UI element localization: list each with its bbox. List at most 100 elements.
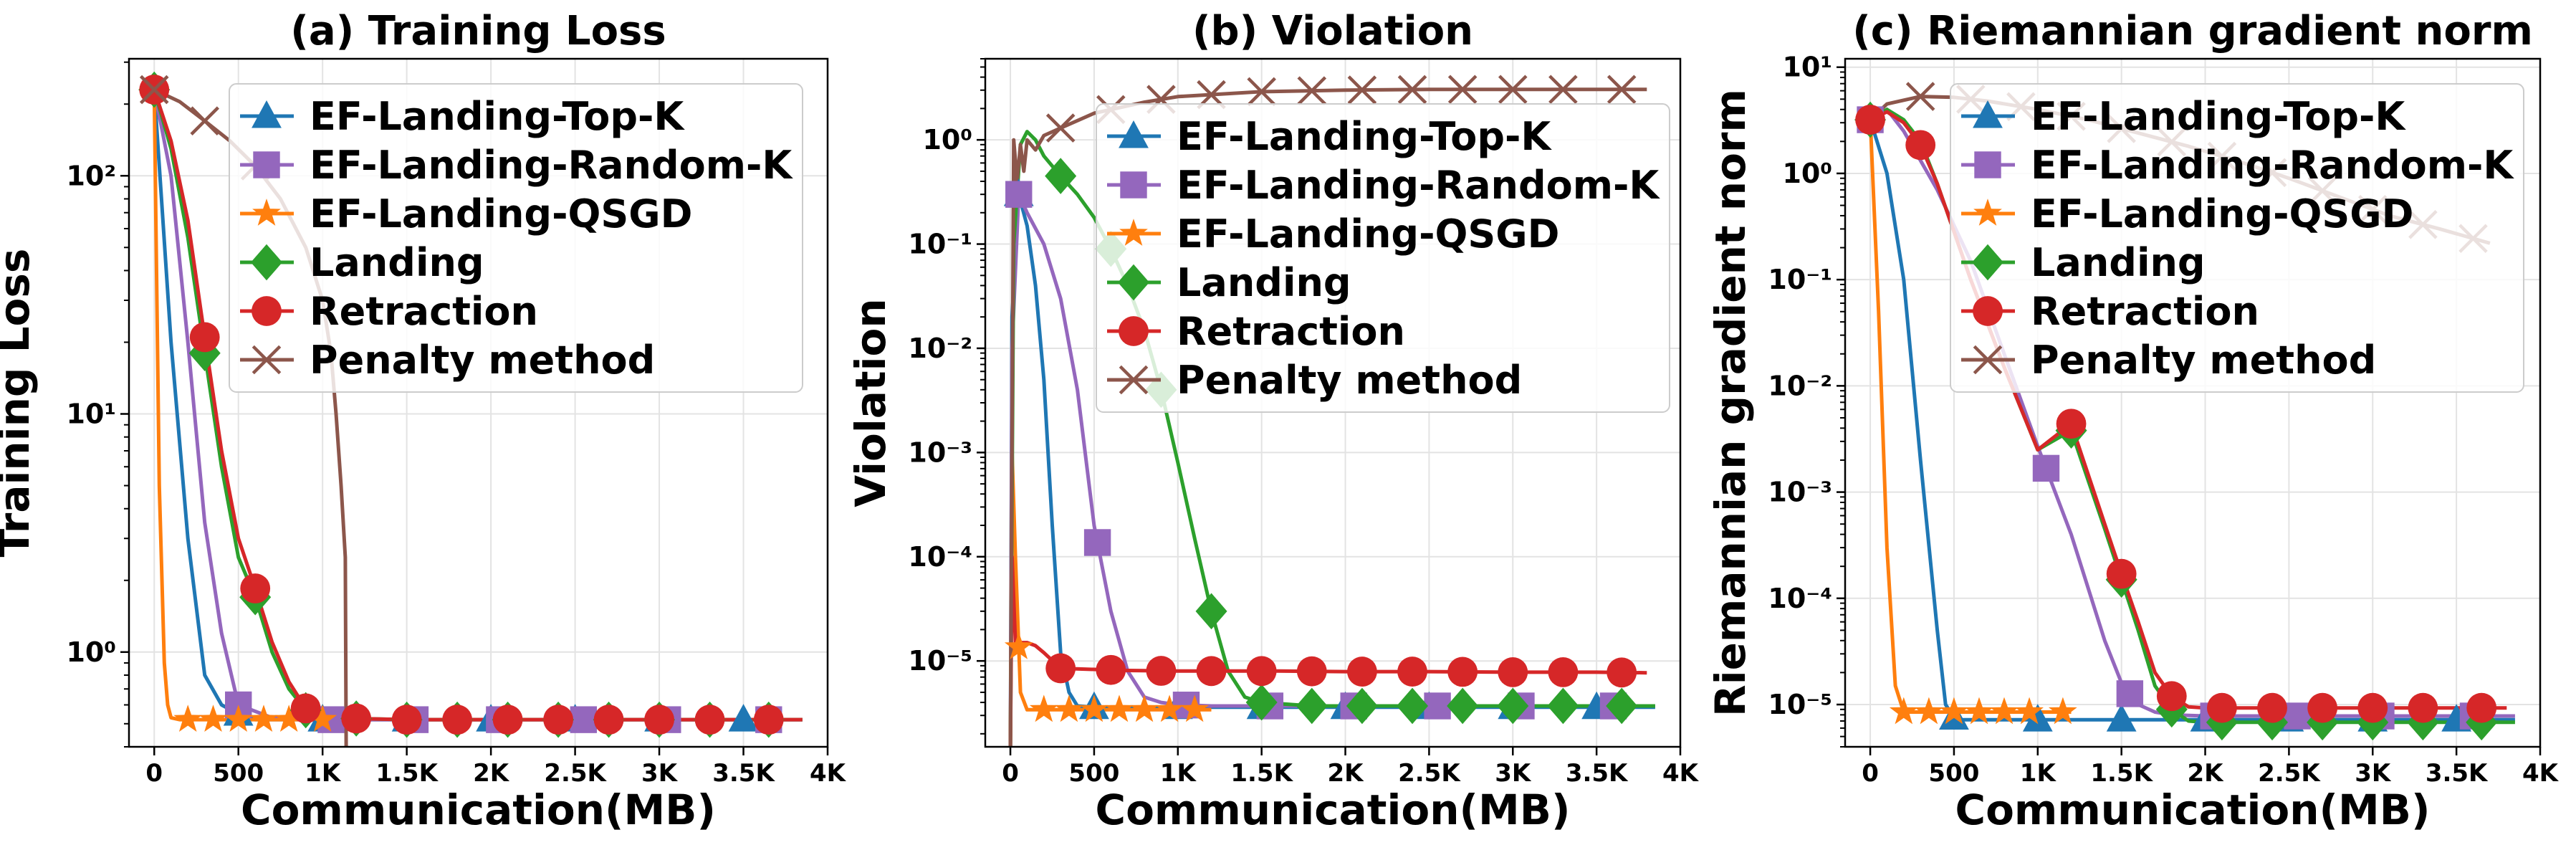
data-point-marker	[1607, 657, 1637, 688]
data-point-marker	[1045, 113, 1076, 143]
y-tick-label: 10⁻⁵	[1768, 689, 1832, 720]
y-tick-label: 10⁰	[66, 636, 116, 668]
plot-area	[1003, 75, 1655, 747]
y-tick-label: 10⁻⁴	[908, 541, 972, 573]
data-point-marker	[1346, 687, 1378, 725]
data-point-marker	[1029, 694, 1058, 722]
x-axis-label: Communication(MB)	[241, 786, 716, 834]
data-point-marker	[2307, 692, 2338, 723]
chart-title: (c) Riemannian gradient norm	[1852, 8, 2533, 54]
data-point-marker	[1990, 697, 2019, 725]
x-tick-label: 1.5K	[375, 759, 439, 788]
legend-marker	[251, 244, 282, 281]
data-point-marker	[341, 703, 372, 734]
data-point-marker	[570, 706, 598, 733]
y-tick-label: 10⁻³	[1768, 477, 1832, 508]
x-tick-label: 4K	[810, 759, 847, 788]
data-point-marker	[1397, 75, 1427, 105]
data-point-marker	[1130, 694, 1159, 722]
data-point-marker	[1195, 593, 1227, 630]
legend-label: Retraction	[310, 289, 538, 334]
legend-marker	[253, 151, 280, 178]
data-point-marker	[1497, 687, 1529, 725]
x-tick-label: 2K	[1328, 759, 1365, 788]
legend-marker	[1119, 365, 1149, 395]
data-point-marker	[694, 705, 725, 735]
x-axis-label: Communication(MB)	[1955, 786, 2431, 834]
data-point-marker	[593, 705, 624, 735]
data-point-marker	[173, 705, 203, 732]
data-point-marker	[274, 705, 304, 732]
legend-marker	[252, 345, 282, 375]
data-point-marker	[2357, 692, 2388, 723]
data-point-marker	[1045, 158, 1077, 194]
y-tick-label: 10⁻⁴	[1768, 583, 1832, 614]
data-point-marker	[1607, 75, 1637, 105]
data-point-marker	[224, 705, 253, 732]
legend-marker	[1973, 100, 2003, 128]
y-tick-label: 10⁻¹	[1768, 264, 1832, 295]
x-tick-label: 3.5K	[712, 759, 775, 788]
data-point-marker	[2257, 692, 2287, 723]
data-point-marker	[1498, 657, 1528, 687]
data-point-marker	[1296, 687, 1328, 725]
y-tick-label: 10⁰	[1782, 158, 1832, 189]
data-point-marker	[1905, 82, 1935, 111]
data-point-marker	[1547, 687, 1579, 725]
data-point-marker	[1155, 694, 1184, 722]
chart-title: (b) Violation	[1192, 8, 1473, 54]
legend-box	[229, 83, 803, 393]
data-point-marker	[249, 705, 278, 732]
legend-box	[1096, 103, 1670, 413]
y-tick-label: 10⁻²	[1768, 370, 1832, 401]
data-point-marker	[1005, 181, 1033, 208]
data-point-marker	[2284, 702, 2311, 730]
legend-marker	[1974, 151, 2001, 178]
data-point-marker	[1548, 75, 1578, 105]
y-tick-label: 10¹	[1782, 52, 1832, 83]
data-point-marker	[2022, 704, 2053, 732]
x-tick-label: 2.5K	[1398, 759, 1461, 788]
data-point-marker	[2056, 409, 2087, 439]
data-point-marker	[1548, 657, 1579, 687]
data-point-marker	[1196, 656, 1227, 687]
legend-label: EF-Landing-QSGD	[2031, 191, 2413, 237]
data-point-marker	[2106, 704, 2137, 732]
data-point-marker	[1940, 697, 1968, 725]
data-point-marker	[1004, 632, 1033, 659]
data-point-marker	[2408, 692, 2438, 723]
legend-marker	[1973, 199, 2002, 226]
legend-marker	[252, 100, 282, 128]
data-point-marker	[198, 705, 228, 732]
legend-label: Retraction	[2031, 289, 2259, 334]
y-axis-label: Riemannian gradient norm	[1706, 89, 1755, 717]
plot-frame	[984, 57, 1682, 748]
data-point-marker	[1855, 105, 1885, 135]
data-point-marker	[442, 705, 473, 735]
data-point-marker	[1045, 653, 1076, 684]
x-tick-label: 3K	[641, 759, 679, 788]
data-point-marker	[543, 705, 573, 735]
data-point-marker	[1105, 694, 1134, 722]
legend-label: Landing	[1177, 260, 1351, 305]
data-point-marker	[1246, 656, 1277, 687]
legend-marker	[1973, 345, 2003, 375]
data-point-marker	[2156, 681, 2187, 712]
data-point-marker	[1889, 697, 1918, 725]
panel-riemannian-gradient-norm: 0 500 1K 1.5K 2K 2.5K 3K 3.5K 4K 10⁻⁵ 10⁻⁴ 10⁻³ 10⁻²…	[1706, 8, 2560, 834]
data-point-marker	[1905, 130, 1936, 161]
legend-marker	[1119, 316, 1149, 346]
data-point-marker	[290, 693, 321, 724]
data-point-marker	[1498, 75, 1528, 105]
x-tick-label: 0	[1002, 759, 1019, 788]
data-point-marker	[1080, 694, 1109, 722]
series-line-2	[1868, 119, 2072, 714]
data-point-marker	[1180, 694, 1209, 722]
x-tick-label: 1K	[2020, 759, 2057, 788]
plot-frame	[1844, 57, 2542, 748]
panel-violation: 0 500 1K 1.5K 2K 2.5K 3K 3.5K 4K 10⁻⁵ 10⁻⁴ 10⁻³ 10⁻²…	[846, 8, 1700, 834]
data-point-marker	[1146, 656, 1177, 686]
data-point-marker	[2466, 692, 2497, 723]
x-tick-label: 1K	[1160, 759, 1197, 788]
